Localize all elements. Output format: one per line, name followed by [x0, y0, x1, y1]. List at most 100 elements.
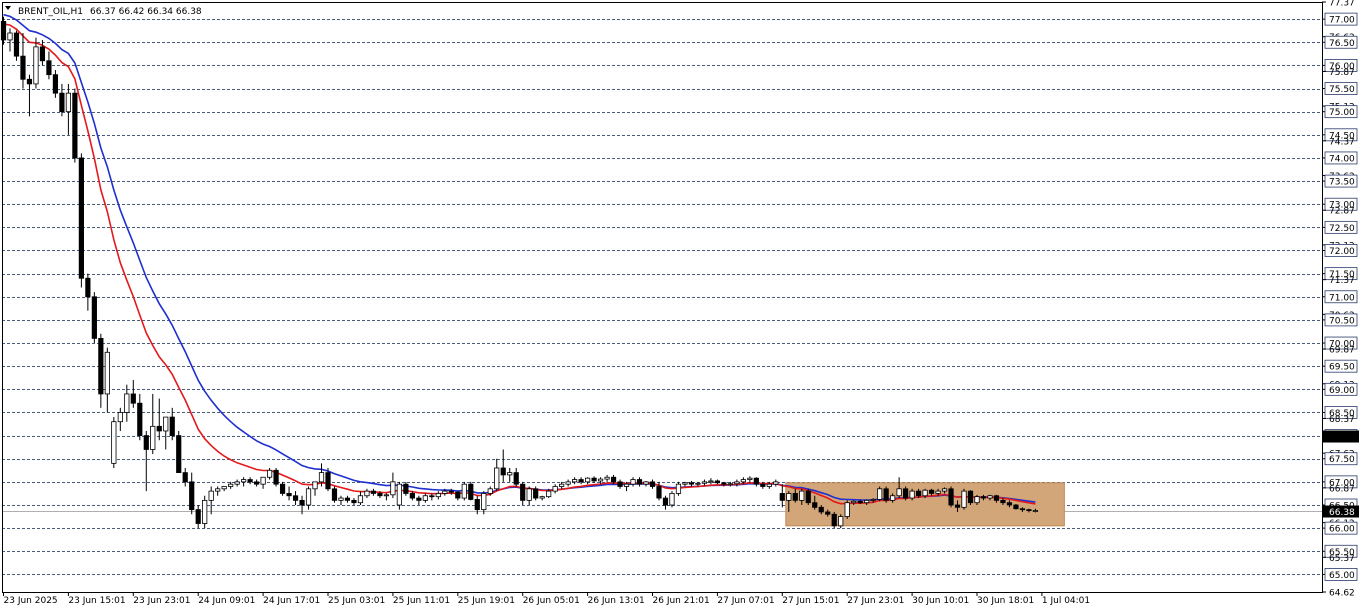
candle-body	[961, 490, 967, 508]
candle	[922, 488, 928, 499]
candle-body	[805, 490, 811, 504]
ohlc-values: 66.37 66.42 66.34 66.38	[90, 7, 202, 17]
candle	[377, 491, 383, 499]
time-axis[interactable]: 23 Jun 2025 23 Jun 15:01 23 Jun 23:01 24 Ju…	[3, 592, 1091, 606]
x-tick-label: 24 Jun 09:01	[198, 596, 255, 606]
y-label-box	[1324, 82, 1358, 95]
candle-body	[604, 476, 610, 480]
y-tick-label: 70.50	[1329, 316, 1355, 326]
y-tick-label: 71.50	[1329, 270, 1355, 280]
candle-body	[208, 490, 214, 501]
candle-body	[65, 92, 71, 113]
candle	[818, 505, 824, 515]
candle-body	[416, 497, 422, 501]
chart-frame	[2, 2, 1323, 593]
candle	[208, 486, 214, 515]
candle	[708, 478, 714, 485]
y-tick-label: 66.87	[1329, 484, 1355, 494]
candle	[202, 495, 208, 529]
candle	[26, 74, 33, 117]
candle	[682, 481, 688, 487]
candle-body	[857, 500, 863, 504]
price-axis[interactable]: 77.3777.0076.6276.5076.0075.8775.5075.12…	[1322, 0, 1359, 599]
candle-body	[825, 511, 831, 515]
candle	[1013, 504, 1019, 510]
candle	[78, 153, 84, 288]
candle-body	[617, 481, 623, 487]
candle-body	[967, 490, 974, 504]
y-label-box	[1324, 544, 1358, 558]
y-tick-label: 64.62	[1329, 589, 1355, 599]
candle-body	[948, 488, 954, 506]
candle	[805, 488, 811, 506]
dropdown-triangle-icon[interactable]	[5, 6, 11, 10]
candle-body	[753, 477, 759, 485]
candle	[831, 511, 837, 529]
candle	[870, 498, 876, 503]
candle	[163, 416, 169, 450]
candle	[396, 481, 402, 510]
candle-body	[338, 497, 344, 501]
candle	[753, 477, 759, 487]
candle	[877, 486, 883, 502]
y-tick-label: 72.00	[1329, 247, 1355, 257]
candle	[578, 477, 584, 485]
candle	[766, 481, 772, 489]
candle	[169, 407, 175, 441]
candle	[812, 495, 818, 510]
x-tick-label: 26 Jun 21:01	[653, 596, 710, 606]
candle-body	[78, 157, 84, 279]
candle	[72, 88, 78, 163]
current-price-marker[interactable]	[1323, 505, 1359, 518]
candle-body	[760, 483, 766, 487]
candle-body	[870, 499, 876, 501]
candle-body	[539, 496, 545, 499]
candle	[474, 495, 480, 515]
y-label-box	[1324, 220, 1358, 234]
candle-body	[526, 488, 532, 501]
candle	[779, 484, 785, 508]
candle	[546, 488, 552, 499]
candle-body	[111, 421, 117, 464]
candle	[500, 449, 506, 482]
candle-body	[357, 495, 364, 504]
y-label-box	[1324, 151, 1358, 165]
x-tick-label: 25 Jun 11:01	[393, 596, 450, 606]
candle	[150, 393, 156, 455]
candle-body	[273, 469, 279, 485]
candle	[254, 479, 260, 487]
candles	[0, 16, 1039, 529]
candle	[182, 467, 188, 487]
candle	[461, 481, 467, 501]
candle	[7, 28, 13, 52]
candle	[292, 491, 299, 506]
candle	[143, 430, 149, 492]
candle-body	[390, 481, 396, 496]
candle	[156, 398, 162, 441]
candle-body	[572, 479, 578, 483]
candle-body	[260, 476, 266, 485]
candle	[928, 488, 935, 496]
level-marker-box[interactable]	[1323, 430, 1359, 443]
candle	[701, 479, 708, 486]
candle-body	[993, 495, 1000, 501]
candle	[351, 498, 357, 506]
candle-body	[565, 481, 571, 485]
candle	[623, 481, 630, 492]
candle-body	[254, 481, 260, 485]
y-tick-label: 74.00	[1329, 154, 1355, 164]
candle	[487, 486, 493, 496]
candle-body	[234, 481, 240, 485]
y-tick-label: 70.00	[1329, 340, 1355, 350]
candle	[961, 488, 967, 510]
y-tick-label: 73.00	[1329, 201, 1355, 211]
x-tick-label: 26 Jun 05:01	[523, 596, 580, 606]
candle-body	[552, 486, 558, 492]
candle-body	[662, 497, 669, 506]
candle-body	[766, 483, 772, 487]
grid-lines	[2, 19, 1322, 575]
candle-body	[351, 499, 357, 504]
y-label-box	[1324, 267, 1358, 281]
candle	[299, 495, 305, 515]
